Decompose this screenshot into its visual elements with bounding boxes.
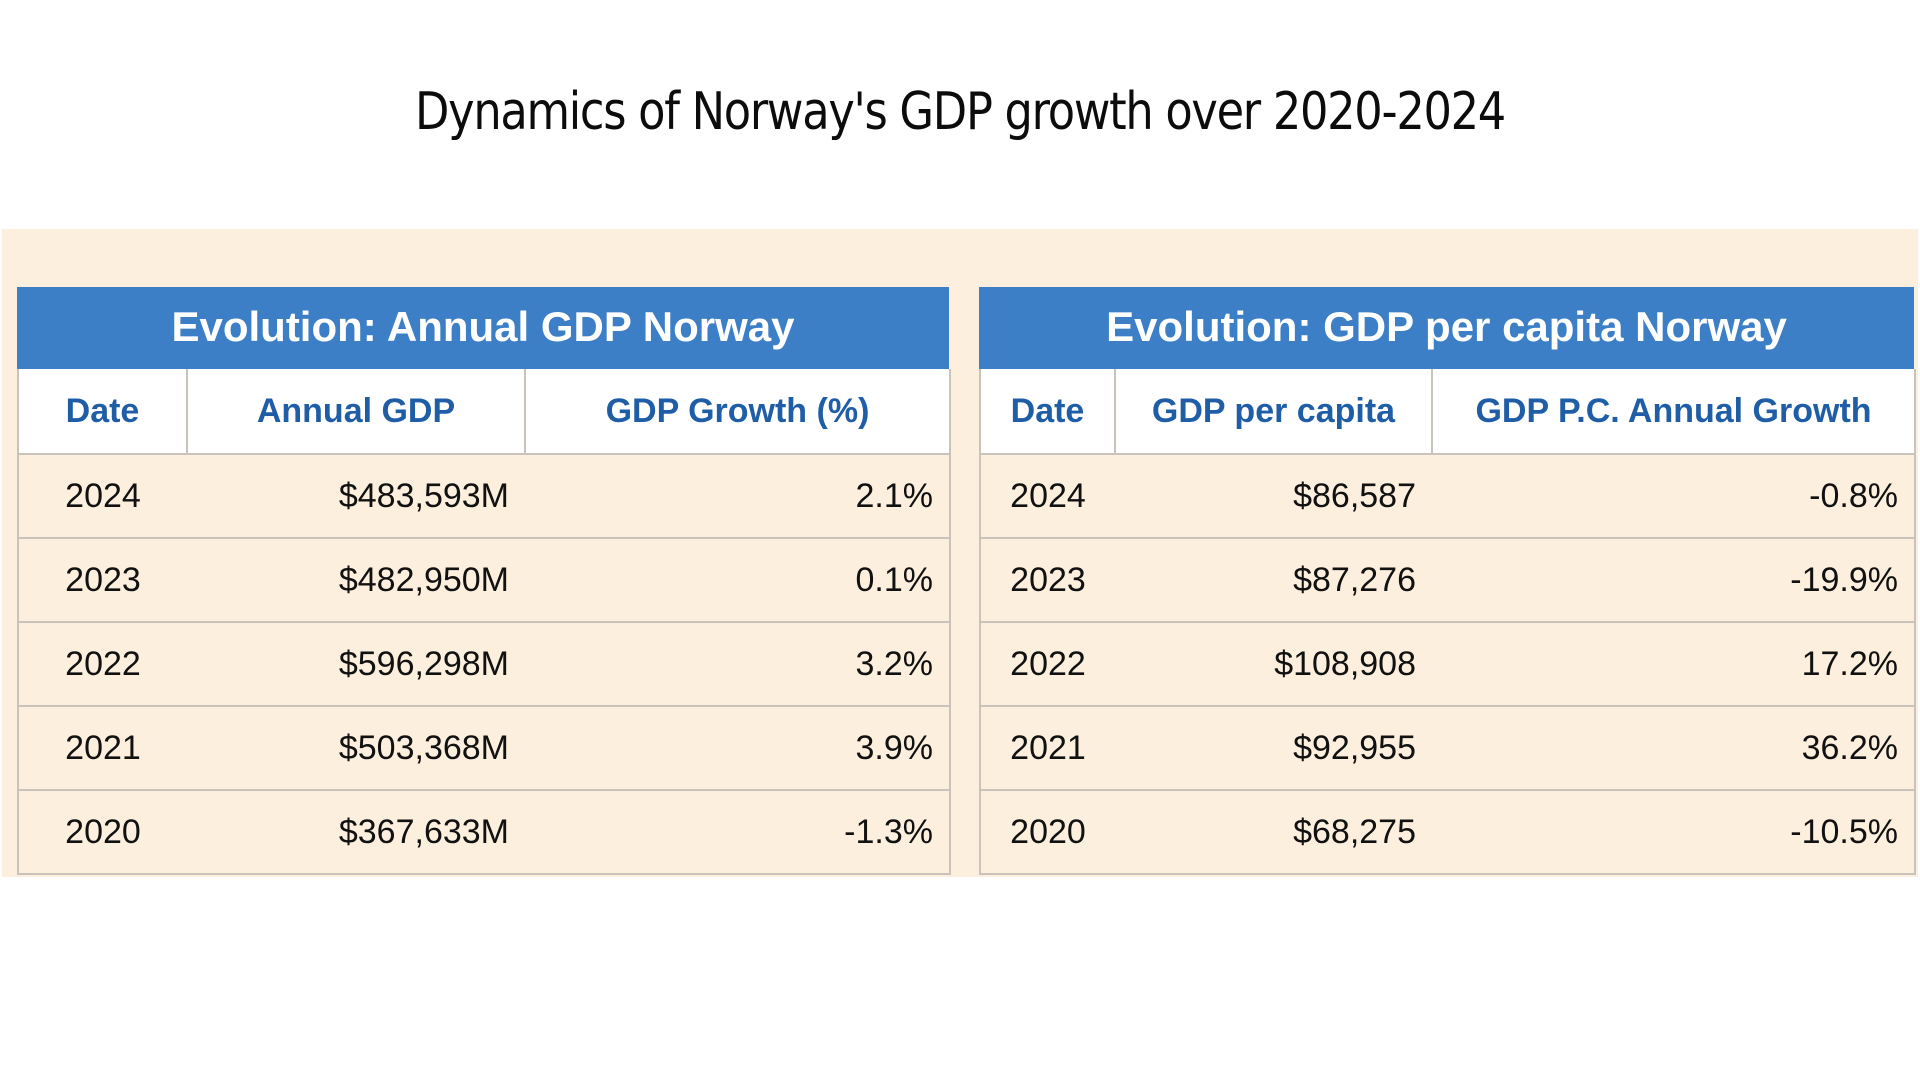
cell-gdp-growth: 3.2% <box>525 622 951 707</box>
cell-gdp-per-capita: $86,587 <box>1115 454 1432 539</box>
cell-annual-gdp: $483,593M <box>187 454 525 539</box>
cell-date: 2024 <box>17 454 187 539</box>
table-row: 2022 $108,908 17.2% <box>979 622 1916 707</box>
annual-gdp-table-panel: Evolution: Annual GDP Norway Date Annual… <box>17 287 951 877</box>
cell-annual-gdp: $367,633M <box>187 790 525 875</box>
cell-gdp-per-capita: $108,908 <box>1115 622 1432 707</box>
column-header-date: Date <box>979 369 1116 455</box>
table-row: 2020 $367,633M -1.3% <box>17 790 951 875</box>
cell-date: 2023 <box>979 538 1115 623</box>
cell-gdp-pc-growth: -19.9% <box>1432 538 1916 623</box>
table-row: 2024 $483,593M 2.1% <box>17 454 951 539</box>
cell-gdp-pc-growth: -10.5% <box>1432 790 1916 875</box>
cell-gdp-growth: 0.1% <box>525 538 951 623</box>
cell-date: 2021 <box>17 706 187 791</box>
cell-date: 2020 <box>979 790 1115 875</box>
cell-gdp-pc-growth: -0.8% <box>1432 454 1916 539</box>
gdp-per-capita-table: Date GDP per capita GDP P.C. Annual Grow… <box>979 369 1916 875</box>
cell-date: 2023 <box>17 538 187 623</box>
cell-date: 2024 <box>979 454 1115 539</box>
cell-gdp-per-capita: $68,275 <box>1115 790 1432 875</box>
cell-annual-gdp: $482,950M <box>187 538 525 623</box>
gdp-per-capita-table-panel: Evolution: GDP per capita Norway Date GD… <box>979 287 1916 877</box>
cell-gdp-pc-growth: 36.2% <box>1432 706 1916 791</box>
column-header-gdp-pc-annual-growth: GDP P.C. Annual Growth <box>1431 369 1916 455</box>
table-row: 2023 $87,276 -19.9% <box>979 538 1916 623</box>
table-row: 2021 $503,368M 3.9% <box>17 706 951 791</box>
cell-date: 2020 <box>17 790 187 875</box>
cell-gdp-per-capita: $92,955 <box>1115 706 1432 791</box>
column-header-date: Date <box>17 369 188 455</box>
column-header-gdp-growth: GDP Growth (%) <box>524 369 951 455</box>
table-row: 2021 $92,955 36.2% <box>979 706 1916 791</box>
table-row: 2020 $68,275 -10.5% <box>979 790 1916 875</box>
cell-gdp-per-capita: $87,276 <box>1115 538 1432 623</box>
gdp-per-capita-table-title: Evolution: GDP per capita Norway <box>979 287 1914 369</box>
column-header-annual-gdp: Annual GDP <box>186 369 526 455</box>
table-row: 2022 $596,298M 3.2% <box>17 622 951 707</box>
cell-date: 2021 <box>979 706 1115 791</box>
cell-date: 2022 <box>979 622 1115 707</box>
cell-gdp-growth: 3.9% <box>525 706 951 791</box>
page-title: Dynamics of Norway's GDP growth over 202… <box>415 82 1506 142</box>
cell-gdp-pc-growth: 17.2% <box>1432 622 1916 707</box>
annual-gdp-table: Date Annual GDP GDP Growth (%) 2024 $483… <box>17 369 951 875</box>
cell-annual-gdp: $503,368M <box>187 706 525 791</box>
column-header-gdp-per-capita: GDP per capita <box>1114 369 1433 455</box>
cell-gdp-growth: 2.1% <box>525 454 951 539</box>
annual-gdp-table-title: Evolution: Annual GDP Norway <box>17 287 949 369</box>
table-header-row: Date GDP per capita GDP P.C. Annual Grow… <box>979 369 1916 455</box>
table-row: 2023 $482,950M 0.1% <box>17 538 951 623</box>
table-header-row: Date Annual GDP GDP Growth (%) <box>17 369 951 455</box>
cell-gdp-growth: -1.3% <box>525 790 951 875</box>
cell-annual-gdp: $596,298M <box>187 622 525 707</box>
table-row: 2024 $86,587 -0.8% <box>979 454 1916 539</box>
cell-date: 2022 <box>17 622 187 707</box>
